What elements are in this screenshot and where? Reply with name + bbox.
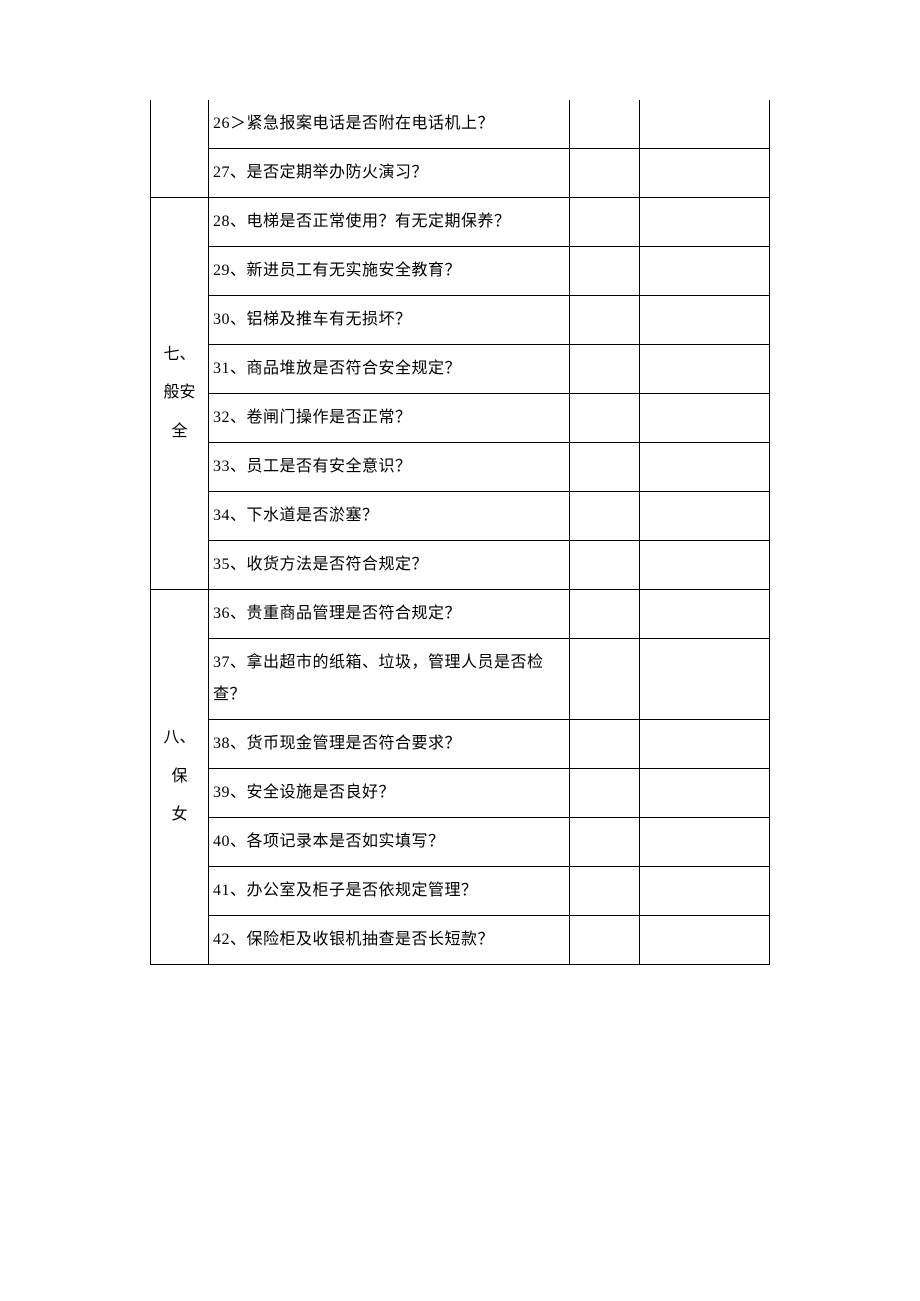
question-cell: 36、贵重商品管理是否符合规定？ (209, 590, 570, 639)
check-cell-1 (570, 296, 640, 345)
check-cell-1 (570, 639, 640, 720)
question-cell: 31、商品堆放是否符合安全规定？ (209, 345, 570, 394)
question-cell: 34、下水道是否淤塞？ (209, 492, 570, 541)
check-cell-1 (570, 590, 640, 639)
question-text: 30、铝梯及推车有无损坏？ (213, 311, 412, 328)
page: 26＞紧急报案电话是否附在电话机上？ 27、是否定期举办防火演习？ 七、 般安 … (0, 0, 920, 1065)
check-cell-2 (640, 590, 770, 639)
question-text: 28、电梯是否正常使用？有无定期保养？ (213, 213, 511, 230)
check-cell-1 (570, 198, 640, 247)
check-cell-1 (570, 769, 640, 818)
question-text: 38、货币现金管理是否符合要求？ (213, 735, 461, 752)
check-cell-1 (570, 541, 640, 590)
question-cell: 39、安全设施是否良好？ (209, 769, 570, 818)
question-text: 39、安全设施是否良好？ (213, 784, 395, 801)
check-cell-2 (640, 247, 770, 296)
check-cell-1 (570, 916, 640, 965)
question-text: 34、下水道是否淤塞？ (213, 507, 379, 524)
check-cell-2 (640, 149, 770, 198)
question-cell: 41、办公室及柜子是否依规定管理？ (209, 867, 570, 916)
check-cell-2 (640, 492, 770, 541)
check-cell-1 (570, 247, 640, 296)
question-text: 31、商品堆放是否符合安全规定？ (213, 360, 461, 377)
category-cell (151, 100, 209, 198)
table-row: 35、收货方法是否符合规定？ (151, 541, 770, 590)
table-row: 42、保险柜及收银机抽查是否长短款？ (151, 916, 770, 965)
question-text: 40、各项记录本是否如实填写？ (213, 833, 445, 850)
category-line: 女 (151, 796, 208, 834)
question-cell: 30、铝梯及推车有无损坏？ (209, 296, 570, 345)
category-label: 七、 般安 全 (151, 336, 208, 451)
question-text: 35、收货方法是否符合规定？ (213, 556, 428, 573)
question-cell: 32、卷闸门操作是否正常？ (209, 394, 570, 443)
table-row: 八、 保 女 36、贵重商品管理是否符合规定？ (151, 590, 770, 639)
check-cell-1 (570, 149, 640, 198)
question-cell: 26＞紧急报案电话是否附在电话机上？ (209, 100, 570, 149)
category-label: 八、 保 女 (151, 719, 208, 834)
category-cell: 八、 保 女 (151, 590, 209, 965)
table-row: 27、是否定期举办防火演习？ (151, 149, 770, 198)
check-cell-1 (570, 492, 640, 541)
table-row: 39、安全设施是否良好？ (151, 769, 770, 818)
question-text: 27、是否定期举办防火演习？ (213, 164, 428, 181)
check-cell-2 (640, 867, 770, 916)
question-cell: 27、是否定期举办防火演习？ (209, 149, 570, 198)
check-cell-2 (640, 541, 770, 590)
check-cell-2 (640, 720, 770, 769)
check-cell-2 (640, 639, 770, 720)
check-cell-1 (570, 394, 640, 443)
check-cell-1 (570, 818, 640, 867)
question-cell: 37、拿出超市的纸箱、垃圾，管理人员是否检查？ (209, 639, 570, 720)
check-cell-2 (640, 296, 770, 345)
table-row: 38、货币现金管理是否符合要求？ (151, 720, 770, 769)
table-row: 31、商品堆放是否符合安全规定？ (151, 345, 770, 394)
question-cell: 40、各项记录本是否如实填写？ (209, 818, 570, 867)
question-text: 32、卷闸门操作是否正常？ (213, 409, 412, 426)
question-text: 26＞紧急报案电话是否附在电话机上？ (213, 115, 494, 132)
category-line: 八、 (151, 719, 208, 757)
table-row: 37、拿出超市的纸箱、垃圾，管理人员是否检查？ (151, 639, 770, 720)
check-cell-2 (640, 916, 770, 965)
table-row: 30、铝梯及推车有无损坏？ (151, 296, 770, 345)
check-cell-2 (640, 100, 770, 149)
question-cell: 33、员工是否有安全意识？ (209, 443, 570, 492)
category-cell: 七、 般安 全 (151, 198, 209, 590)
check-cell-2 (640, 394, 770, 443)
question-cell: 38、货币现金管理是否符合要求？ (209, 720, 570, 769)
check-cell-1 (570, 345, 640, 394)
question-text: 36、贵重商品管理是否符合规定？ (213, 605, 461, 622)
question-text: 33、员工是否有安全意识？ (213, 458, 412, 475)
question-text: 29、新进员工有无实施安全教育？ (213, 262, 461, 279)
table-row: 40、各项记录本是否如实填写？ (151, 818, 770, 867)
question-cell: 28、电梯是否正常使用？有无定期保养？ (209, 198, 570, 247)
table-row: 七、 般安 全 28、电梯是否正常使用？有无定期保养？ (151, 198, 770, 247)
question-text: 37、拿出超市的纸箱、垃圾，管理人员是否检查？ (213, 654, 544, 703)
check-cell-1 (570, 867, 640, 916)
category-line: 般安 (151, 374, 208, 412)
question-text: 42、保险柜及收银机抽查是否长短款？ (213, 931, 494, 948)
category-line: 全 (151, 413, 208, 451)
check-cell-1 (570, 443, 640, 492)
check-cell-2 (640, 345, 770, 394)
question-cell: 35、收货方法是否符合规定？ (209, 541, 570, 590)
question-cell: 29、新进员工有无实施安全教育？ (209, 247, 570, 296)
table-row: 33、员工是否有安全意识？ (151, 443, 770, 492)
check-cell-2 (640, 198, 770, 247)
category-line: 保 (151, 758, 208, 796)
question-cell: 42、保险柜及收银机抽查是否长短款？ (209, 916, 570, 965)
table-row: 34、下水道是否淤塞？ (151, 492, 770, 541)
table-row: 41、办公室及柜子是否依规定管理？ (151, 867, 770, 916)
checklist-table: 26＞紧急报案电话是否附在电话机上？ 27、是否定期举办防火演习？ 七、 般安 … (150, 100, 770, 965)
check-cell-2 (640, 443, 770, 492)
category-line: 七、 (151, 336, 208, 374)
question-text: 41、办公室及柜子是否依规定管理？ (213, 882, 478, 899)
check-cell-2 (640, 818, 770, 867)
table-row: 29、新进员工有无实施安全教育？ (151, 247, 770, 296)
check-cell-1 (570, 720, 640, 769)
check-cell-2 (640, 769, 770, 818)
table-row: 26＞紧急报案电话是否附在电话机上？ (151, 100, 770, 149)
check-cell-1 (570, 100, 640, 149)
table-row: 32、卷闸门操作是否正常？ (151, 394, 770, 443)
